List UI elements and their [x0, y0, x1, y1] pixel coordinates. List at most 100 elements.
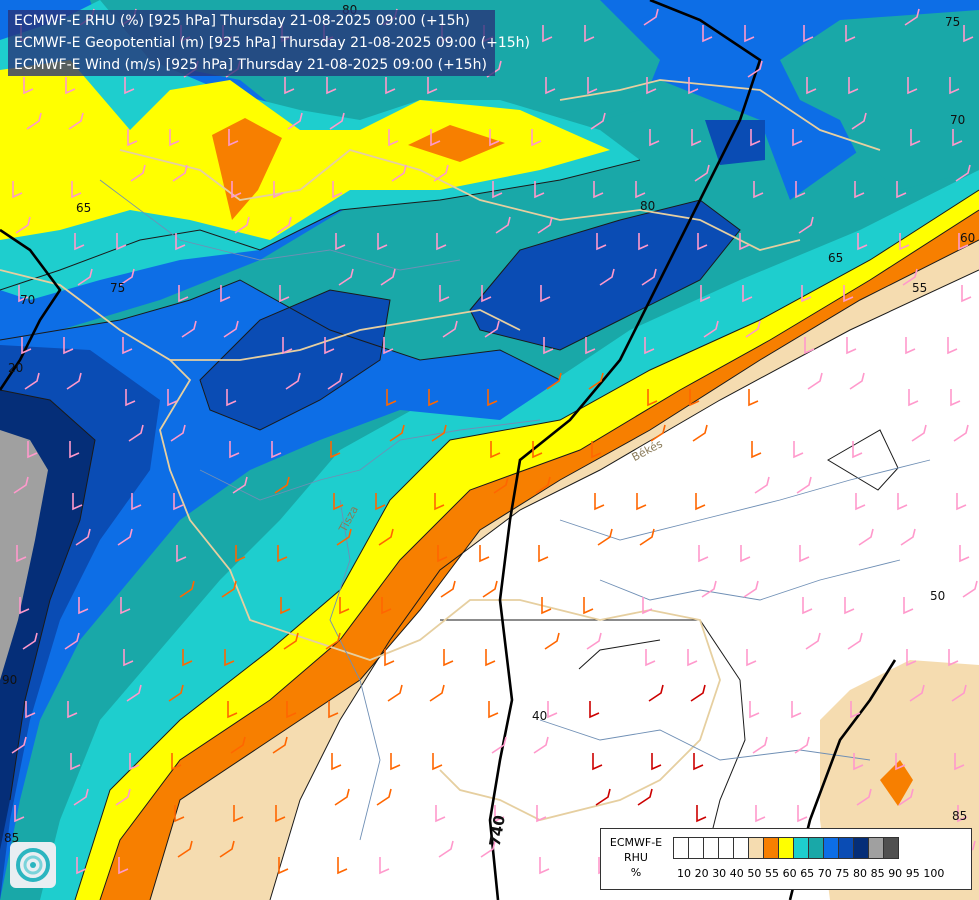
- wind-barb: [805, 632, 821, 650]
- wind-barb: [795, 181, 806, 199]
- wind-barb: [22, 632, 38, 650]
- wind-barb: [807, 372, 823, 390]
- wind-barb: [276, 216, 292, 234]
- wind-barb: [541, 597, 552, 615]
- wind-barb: [339, 597, 350, 615]
- wind-barb: [635, 181, 646, 199]
- wind-barb: [547, 701, 558, 719]
- wind-barb: [961, 285, 972, 303]
- contour-line: [149, 239, 979, 900]
- wind-barb: [796, 476, 812, 494]
- wind-barb: [950, 389, 961, 407]
- wind-barb: [646, 77, 657, 95]
- wind-barb: [638, 233, 649, 251]
- contour-label: 75: [945, 15, 960, 29]
- wind-barb: [949, 77, 960, 95]
- wind-barb: [127, 129, 138, 147]
- wind-barb: [854, 181, 865, 199]
- legend-label: 55: [765, 867, 779, 880]
- wind-barb: [178, 285, 189, 303]
- wind-barb: [958, 233, 969, 251]
- wind-barb: [430, 129, 441, 147]
- wind-barb: [846, 337, 857, 355]
- wind-barb: [274, 476, 290, 494]
- wind-barb: [273, 181, 284, 199]
- legend-title: ECMWF-E RHU %: [603, 835, 669, 880]
- wind-barb: [645, 649, 656, 667]
- wind-barb: [337, 857, 348, 875]
- wind-barb: [386, 389, 397, 407]
- wind-barb: [26, 112, 42, 130]
- wind-barb: [650, 424, 666, 442]
- wind-barb: [742, 285, 753, 303]
- wind-barb: [19, 597, 30, 615]
- wind-barb: [65, 77, 76, 95]
- wind-barb: [389, 424, 405, 442]
- legend-label: 50: [747, 867, 762, 880]
- wind-barb: [126, 684, 142, 702]
- wind-barb: [485, 649, 496, 667]
- wind-barb: [173, 493, 184, 511]
- wind-barb: [482, 580, 498, 598]
- wind-barb: [122, 337, 133, 355]
- wind-barb: [221, 580, 237, 598]
- wind-barb: [494, 805, 505, 823]
- wind-barb: [123, 649, 134, 667]
- wind-barb: [488, 701, 499, 719]
- logo-graphic: [16, 848, 50, 882]
- contour-label: 85: [952, 809, 967, 823]
- wind-barb: [856, 788, 872, 806]
- wind-barb: [688, 77, 699, 95]
- wind-barb: [797, 805, 808, 823]
- wind-title: ECMWF-E Wind (m/s) [925 hPa] Thursday 21…: [14, 57, 487, 73]
- wind-barb: [326, 77, 337, 95]
- border-line: [119, 149, 801, 251]
- wind-barb: [391, 164, 407, 182]
- band-60-br: [880, 760, 913, 806]
- wind-barb: [696, 805, 707, 823]
- wind-barb: [332, 181, 343, 199]
- contour-line: [440, 619, 746, 881]
- wind-barb: [23, 77, 34, 95]
- wind-barb: [379, 857, 390, 875]
- legend-swatch: [853, 837, 869, 859]
- wind-barb: [947, 337, 958, 355]
- wind-barb: [595, 788, 611, 806]
- legend-swatch: [793, 837, 809, 859]
- wind-barb: [487, 389, 498, 407]
- wind-barb: [383, 337, 394, 355]
- legend-label: 60: [782, 867, 797, 880]
- wind-barb: [586, 632, 602, 650]
- contour-line: [99, 209, 979, 900]
- wind-barb: [691, 129, 702, 147]
- legend-swatch: [883, 837, 899, 859]
- contour-label: 85: [4, 831, 19, 845]
- wind-barb: [387, 684, 403, 702]
- wind-barb: [802, 597, 813, 615]
- wind-barb: [271, 441, 282, 459]
- wind-barb: [131, 493, 142, 511]
- wind-barb: [956, 493, 967, 511]
- wind-barb: [898, 788, 914, 806]
- wind-barb: [701, 580, 717, 598]
- wind-barb: [490, 441, 501, 459]
- wind-barb: [78, 597, 89, 615]
- wind-barb: [228, 129, 239, 147]
- wind-barb: [21, 337, 32, 355]
- wind-barb: [63, 337, 74, 355]
- wind-barb: [908, 389, 919, 407]
- wind-barb: [845, 25, 856, 43]
- wind-barb: [336, 528, 352, 546]
- wind-barb: [544, 632, 560, 650]
- wind-barb: [170, 424, 186, 442]
- contour-label: 65: [828, 251, 843, 265]
- wind-barb: [69, 441, 80, 459]
- wind-barb: [331, 753, 342, 771]
- border-line: [559, 79, 881, 151]
- wind-barb: [744, 25, 755, 43]
- wind-barb: [24, 372, 40, 390]
- wind-barb: [74, 233, 85, 251]
- wind-barb: [749, 701, 760, 719]
